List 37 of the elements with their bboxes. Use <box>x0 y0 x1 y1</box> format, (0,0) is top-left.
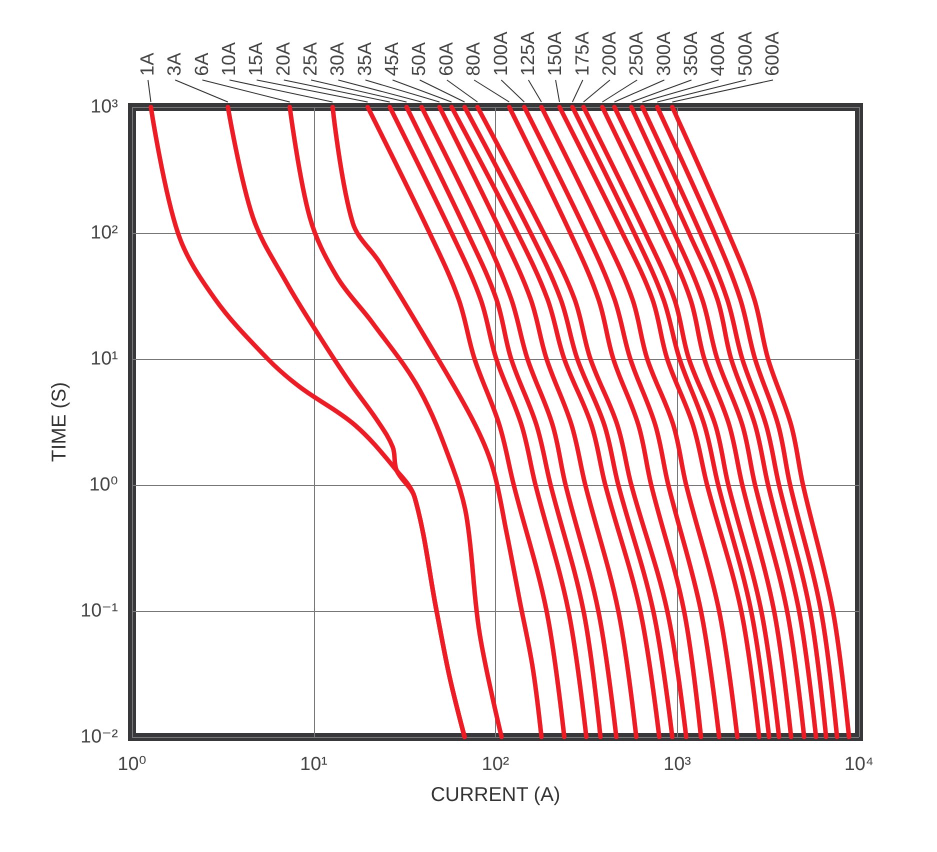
text: 30A <box>328 42 349 76</box>
text: 80A <box>464 42 485 76</box>
text: 350A <box>680 31 702 76</box>
x-axis-title: CURRENT (A) <box>430 784 560 806</box>
text: 150A <box>545 31 566 76</box>
text: 10A <box>219 42 240 76</box>
x-tick-label: 10⁴ <box>844 754 874 775</box>
text: 200A <box>599 31 620 76</box>
y-tick-label: 10⁰ <box>89 474 118 496</box>
text: 125A <box>518 31 539 76</box>
x-tick-label: 10⁰ <box>118 754 146 775</box>
text: 15A <box>246 42 268 76</box>
text: 25A <box>300 42 322 76</box>
y-tick-label: 10⁻¹ <box>80 600 118 622</box>
y-tick-label: 10³ <box>90 96 118 118</box>
y-tick-label: 10⁻² <box>80 726 118 748</box>
y-tick-label: 10¹ <box>90 348 118 370</box>
text: 35A <box>354 42 376 76</box>
x-tick-label: 10³ <box>664 754 691 775</box>
text: 45A <box>382 42 404 76</box>
text: 100A <box>490 31 512 76</box>
x-tick-label: 10¹ <box>300 754 328 775</box>
y-axis-title: TIME (S) <box>48 382 71 462</box>
text: 3A <box>164 52 186 76</box>
text: 300A <box>654 31 675 76</box>
text: 6A <box>192 52 213 76</box>
text: 400A <box>708 31 730 76</box>
text: 1A <box>138 52 158 76</box>
text: 20A <box>273 42 294 76</box>
x-tick-label: 10² <box>482 754 510 775</box>
text: 600A <box>762 31 784 76</box>
text: 60A <box>436 42 458 76</box>
y-tick-label: 10² <box>90 222 118 244</box>
text: 50A <box>409 42 430 76</box>
text: 250A <box>626 31 648 76</box>
text: 175A <box>572 31 594 76</box>
text: 500A <box>735 31 756 76</box>
